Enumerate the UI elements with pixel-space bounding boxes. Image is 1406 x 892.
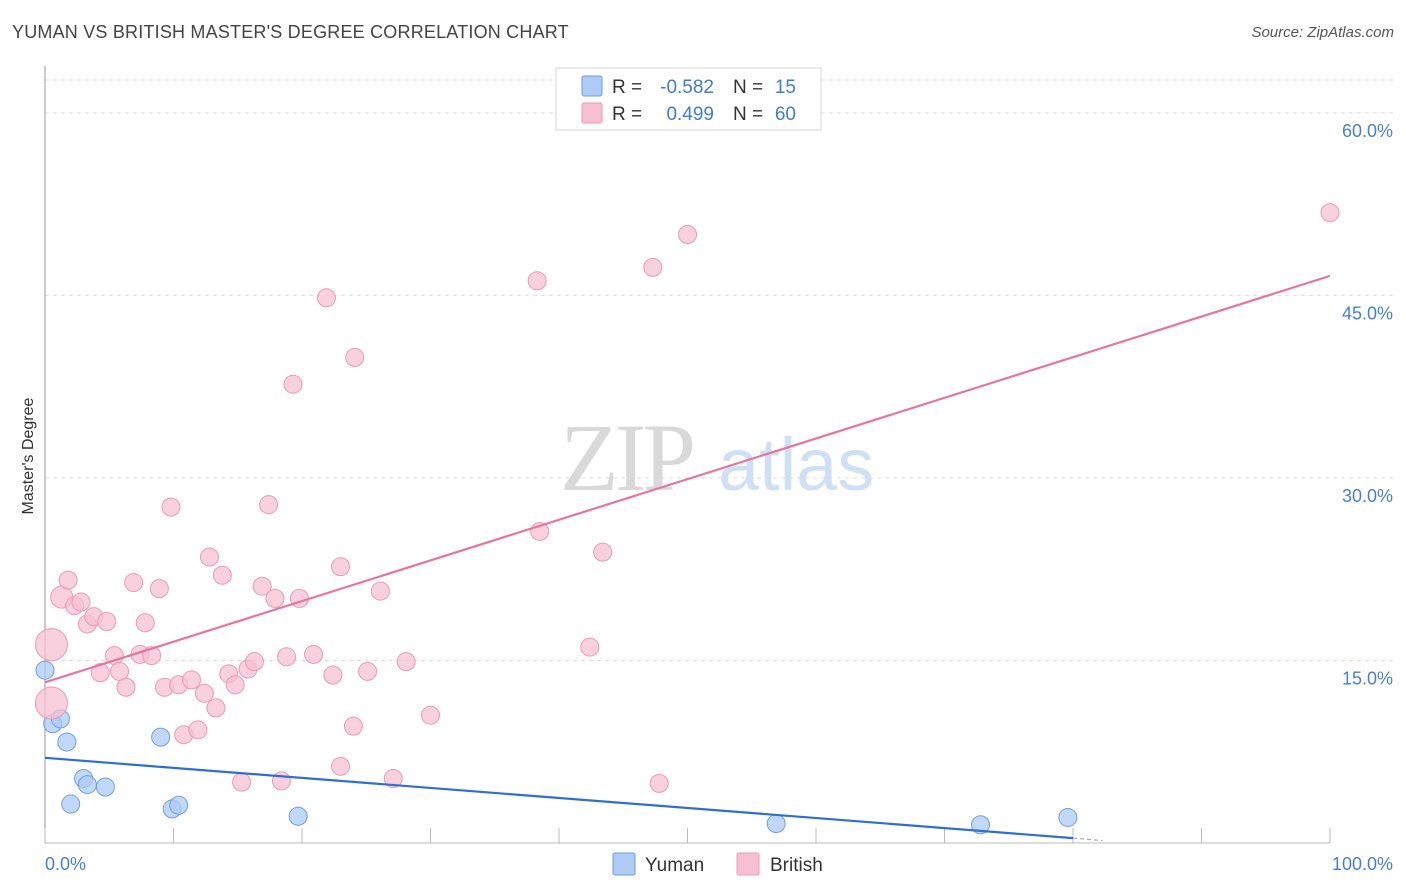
grid-lines <box>45 79 1395 661</box>
x-tick-label-max: 100.0% <box>1332 854 1393 874</box>
british-point <box>358 661 378 681</box>
y-tick-label: 60.0% <box>1342 121 1393 141</box>
british-point <box>71 592 91 612</box>
yuman-point <box>288 806 308 826</box>
yuman-point <box>970 815 990 835</box>
british-point <box>370 581 390 601</box>
series-legend: Yuman British <box>612 852 823 876</box>
british-point <box>345 347 365 367</box>
british-point <box>135 613 155 633</box>
british-point <box>265 588 285 608</box>
yuman-trend-extension <box>1072 837 1103 842</box>
british-point <box>331 557 351 577</box>
y-tick-label: 45.0% <box>1342 303 1393 323</box>
legend-british-swatch <box>736 852 760 876</box>
british-point <box>323 665 343 685</box>
british-point <box>396 652 416 672</box>
yuman-point <box>151 727 171 747</box>
british-point <box>271 771 291 791</box>
british-point <box>194 683 214 703</box>
data-points <box>34 203 1340 835</box>
legend-british-label: British <box>770 855 823 876</box>
yuman-point <box>61 794 81 814</box>
yuman-point <box>95 777 115 797</box>
british-point <box>212 565 232 585</box>
british-point <box>649 773 669 793</box>
british-point <box>225 675 245 695</box>
british-n-label: N = <box>733 104 763 125</box>
british-point <box>124 573 144 593</box>
british-point <box>421 705 440 725</box>
british-r-value: 0.499 <box>666 104 714 125</box>
source-label: Source: ZipAtlas.com <box>1251 24 1394 41</box>
british-trend-line <box>44 274 1331 684</box>
british-n-value: 60 <box>775 104 796 125</box>
british-point <box>181 670 201 690</box>
british-point <box>527 271 547 291</box>
yuman-swatch <box>581 75 603 97</box>
british-point <box>161 497 181 517</box>
y-axis-label: Master's Degree <box>20 397 37 514</box>
legend-yuman-label: Yuman <box>645 855 704 876</box>
british-point <box>116 677 136 697</box>
british-point <box>331 756 351 776</box>
british-point <box>110 661 130 681</box>
chart-title: YUMAN VS BRITISH MASTER'S DEGREE CORRELA… <box>12 22 569 42</box>
yuman-r-label: R = <box>612 77 642 98</box>
british-point <box>34 686 68 720</box>
british-point <box>149 579 169 599</box>
x-tick-label-min: 0.0% <box>45 854 86 874</box>
stats-legend: R = -0.582 N = 15 R = 0.499 N = 60 <box>555 67 822 131</box>
yuman-point <box>766 814 786 834</box>
tick-labels: 15.0% 30.0% 45.0% 60.0% 0.0% 100.0% <box>45 121 1393 874</box>
british-point <box>188 720 208 740</box>
british-point <box>58 570 78 590</box>
british-point <box>34 628 68 662</box>
british-point <box>232 772 252 792</box>
british-point <box>252 576 272 596</box>
british-point <box>383 768 403 788</box>
british-point <box>643 257 663 277</box>
yuman-r-value: -0.582 <box>660 77 714 98</box>
yuman-n-label: N = <box>733 77 763 98</box>
watermark-atlas: atlas <box>718 423 874 506</box>
y-tick-label: 30.0% <box>1342 486 1393 506</box>
yuman-point <box>77 775 97 795</box>
british-point <box>206 698 226 718</box>
yuman-point <box>35 660 55 680</box>
british-point <box>580 637 600 657</box>
legend-yuman-swatch <box>612 852 636 876</box>
trend-lines <box>44 274 1331 842</box>
yuman-trend-line <box>44 756 1074 840</box>
british-point <box>343 716 363 736</box>
british-point <box>199 547 219 567</box>
british-point <box>244 652 264 672</box>
british-point <box>90 663 110 683</box>
british-point <box>304 644 324 664</box>
british-point <box>593 542 613 562</box>
yuman-point <box>169 795 189 815</box>
yuman-point <box>1058 807 1078 827</box>
british-point <box>97 612 117 632</box>
watermark-zip: ZIP <box>560 404 693 511</box>
british-r-label: R = <box>612 104 642 125</box>
british-swatch <box>581 102 603 124</box>
yuman-point <box>57 732 77 752</box>
british-point <box>283 374 303 394</box>
british-point <box>1320 203 1340 223</box>
axes <box>44 66 1331 844</box>
yuman-n-value: 15 <box>775 77 796 98</box>
y-tick-label: 15.0% <box>1342 668 1393 688</box>
british-point <box>259 495 279 515</box>
british-point <box>277 647 297 667</box>
british-point <box>678 225 697 245</box>
british-point <box>316 288 336 308</box>
